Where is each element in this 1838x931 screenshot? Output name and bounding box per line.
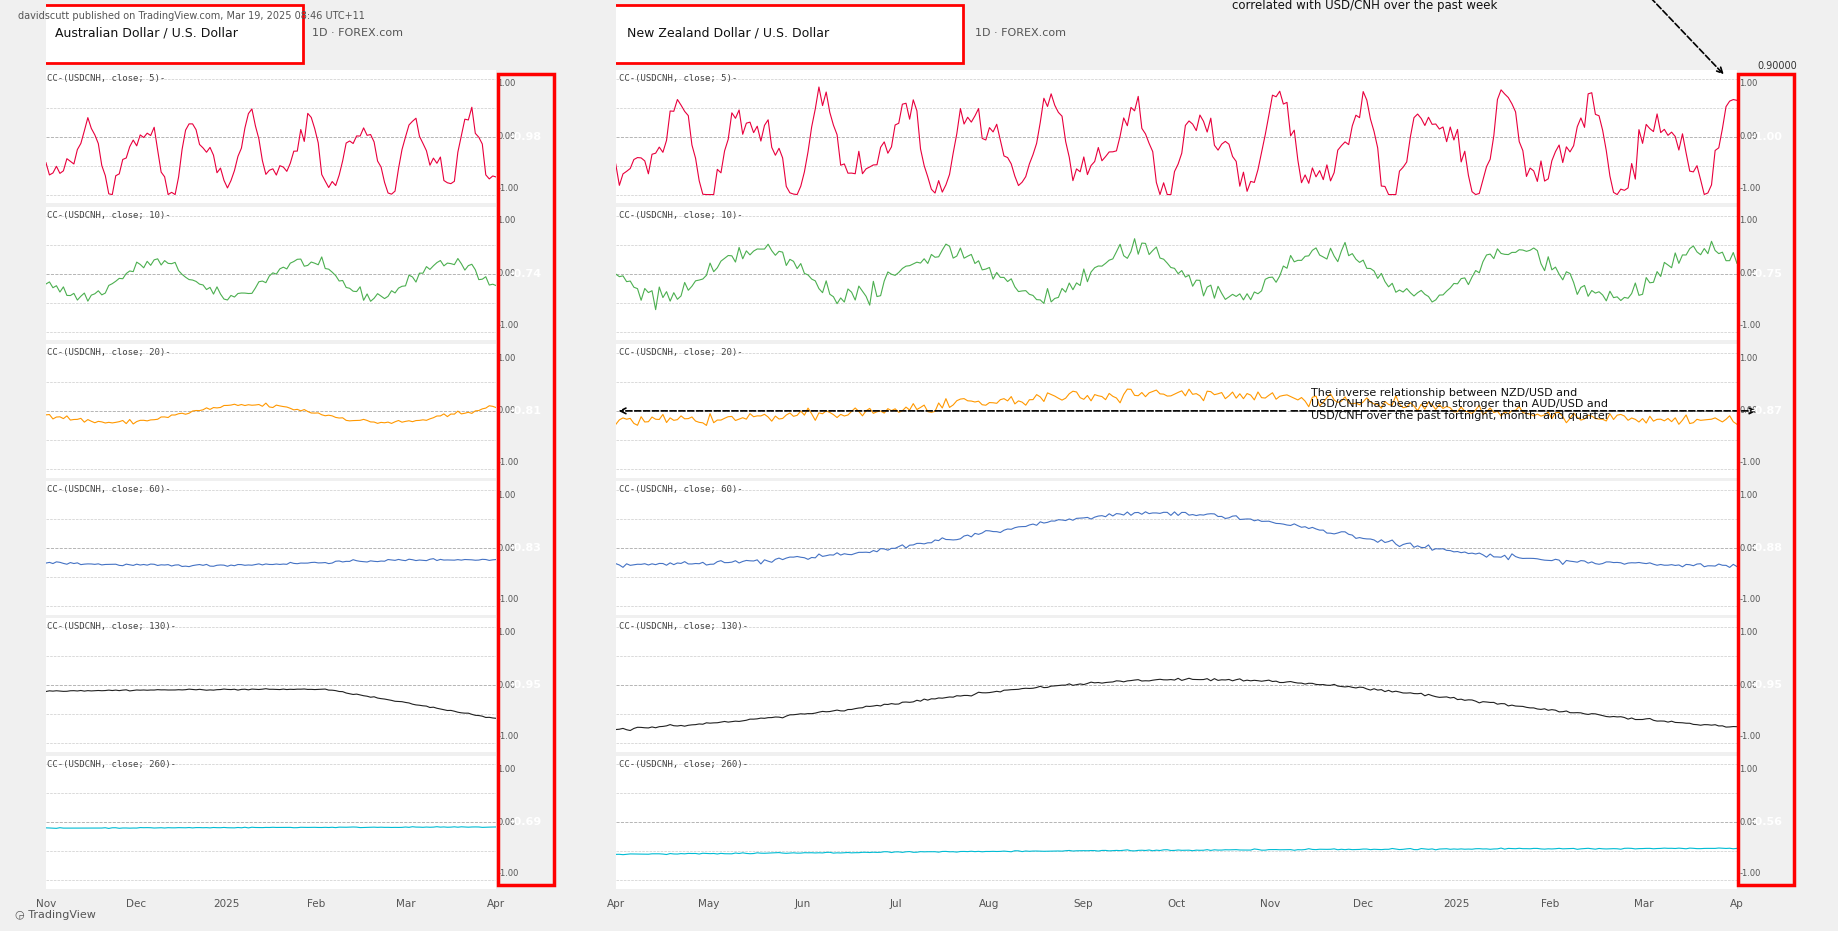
Text: -1.00: -1.00	[496, 595, 518, 604]
Text: 1D · FOREX.com: 1D · FOREX.com	[312, 28, 403, 38]
Text: -0.81: -0.81	[509, 406, 542, 416]
Text: -0.87: -0.87	[1750, 406, 1783, 416]
Text: 1.00: 1.00	[496, 79, 515, 88]
Text: CC-(USDCNH, close; 260)-: CC-(USDCNH, close; 260)-	[619, 760, 748, 769]
FancyBboxPatch shape	[605, 6, 963, 62]
Text: ◶ TradingView: ◶ TradingView	[15, 910, 96, 920]
Text: 1.00: 1.00	[1739, 627, 1757, 637]
Text: Australian Dollar / U.S. Dollar: Australian Dollar / U.S. Dollar	[55, 26, 237, 39]
Text: -1.00: -1.00	[1750, 131, 1783, 142]
Text: -0.69: -0.69	[509, 817, 542, 828]
Text: 1.00: 1.00	[496, 216, 515, 225]
Text: CC-(USDCNH, close; 60)-: CC-(USDCNH, close; 60)-	[48, 485, 171, 494]
Text: 0.00: 0.00	[496, 681, 515, 690]
Text: -0.95: -0.95	[1750, 681, 1783, 690]
Text: CC-(USDCNH, close; 20)-: CC-(USDCNH, close; 20)-	[619, 348, 743, 358]
Text: 0.00: 0.00	[496, 132, 515, 142]
Text: 1.00: 1.00	[496, 354, 515, 362]
Text: CC-(USDCNH, close; 130)-: CC-(USDCNH, close; 130)-	[48, 623, 176, 631]
Text: -1.00: -1.00	[496, 321, 518, 330]
Text: 1.00: 1.00	[1739, 765, 1757, 774]
Text: 0.00: 0.00	[1739, 681, 1757, 690]
Text: 0.00: 0.00	[1739, 544, 1757, 553]
Text: 1D · FOREX.com: 1D · FOREX.com	[974, 28, 1066, 38]
Text: -1.00: -1.00	[496, 733, 518, 741]
Text: CC-(USDCNH, close; 60)-: CC-(USDCNH, close; 60)-	[619, 485, 743, 494]
Text: -1.00: -1.00	[1739, 321, 1761, 330]
Text: 1.00: 1.00	[496, 627, 515, 637]
Text: CC-(USDCNH, close; 10)-: CC-(USDCNH, close; 10)-	[48, 211, 171, 220]
Text: CC-(USDCNH, close; 10)-: CC-(USDCNH, close; 10)-	[619, 211, 743, 220]
Text: -0.95: -0.95	[509, 681, 542, 690]
Text: -0.98: -0.98	[509, 131, 542, 142]
Text: -0.56: -0.56	[1750, 817, 1783, 828]
Text: -0.83: -0.83	[509, 543, 542, 553]
Text: NZD/USD has been perfectly inversely
correlated with USD/CNH over the past week: NZD/USD has been perfectly inversely cor…	[1231, 0, 1498, 12]
Text: New Zealand Dollar / U.S. Dollar: New Zealand Dollar / U.S. Dollar	[627, 26, 829, 39]
Text: 0.00: 0.00	[1739, 132, 1757, 142]
Text: CC-(USDCNH, close; 130)-: CC-(USDCNH, close; 130)-	[619, 623, 748, 631]
Text: 0.00: 0.00	[1739, 406, 1757, 415]
Text: The inverse relationship between NZD/USD and
USD/CNH has been even stronger than: The inverse relationship between NZD/USD…	[1310, 387, 1610, 421]
Text: 0.00: 0.00	[496, 544, 515, 553]
Text: 0.00: 0.00	[496, 269, 515, 278]
Text: 0.00: 0.00	[496, 406, 515, 415]
Text: CC-(USDCNH, close; 20)-: CC-(USDCNH, close; 20)-	[48, 348, 171, 358]
Text: -0.88: -0.88	[1750, 543, 1783, 553]
Text: 1.00: 1.00	[496, 765, 515, 774]
Text: 0.00: 0.00	[496, 817, 515, 827]
Text: 0.90000: 0.90000	[1757, 61, 1798, 71]
Text: 1.00: 1.00	[1739, 79, 1757, 88]
Text: CC-(USDCNH, close; 5)-: CC-(USDCNH, close; 5)-	[48, 74, 165, 83]
Text: CC-(USDCNH, close; 5)-: CC-(USDCNH, close; 5)-	[619, 74, 737, 83]
Text: -1.00: -1.00	[1739, 870, 1761, 879]
Text: 1.00: 1.00	[496, 491, 515, 500]
Text: CC-(USDCNH, close; 260)-: CC-(USDCNH, close; 260)-	[48, 760, 176, 769]
Text: -1.00: -1.00	[496, 870, 518, 879]
Text: -1.00: -1.00	[1739, 183, 1761, 193]
Text: -1.00: -1.00	[496, 183, 518, 193]
Text: 1.00: 1.00	[1739, 354, 1757, 362]
Text: davidscutt published on TradingView.com, Mar 19, 2025 08:46 UTC+11: davidscutt published on TradingView.com,…	[18, 11, 366, 21]
Text: 0.00: 0.00	[1739, 817, 1757, 827]
Text: -1.00: -1.00	[496, 458, 518, 467]
Text: -1.00: -1.00	[1739, 595, 1761, 604]
Text: -0.75: -0.75	[1750, 269, 1783, 278]
Text: 1.00: 1.00	[1739, 491, 1757, 500]
Text: -1.00: -1.00	[1739, 733, 1761, 741]
Text: -0.74: -0.74	[509, 269, 542, 278]
Text: 1.00: 1.00	[1739, 216, 1757, 225]
Text: -1.00: -1.00	[1739, 458, 1761, 467]
FancyBboxPatch shape	[42, 6, 303, 62]
Text: 0.00: 0.00	[1739, 269, 1757, 278]
